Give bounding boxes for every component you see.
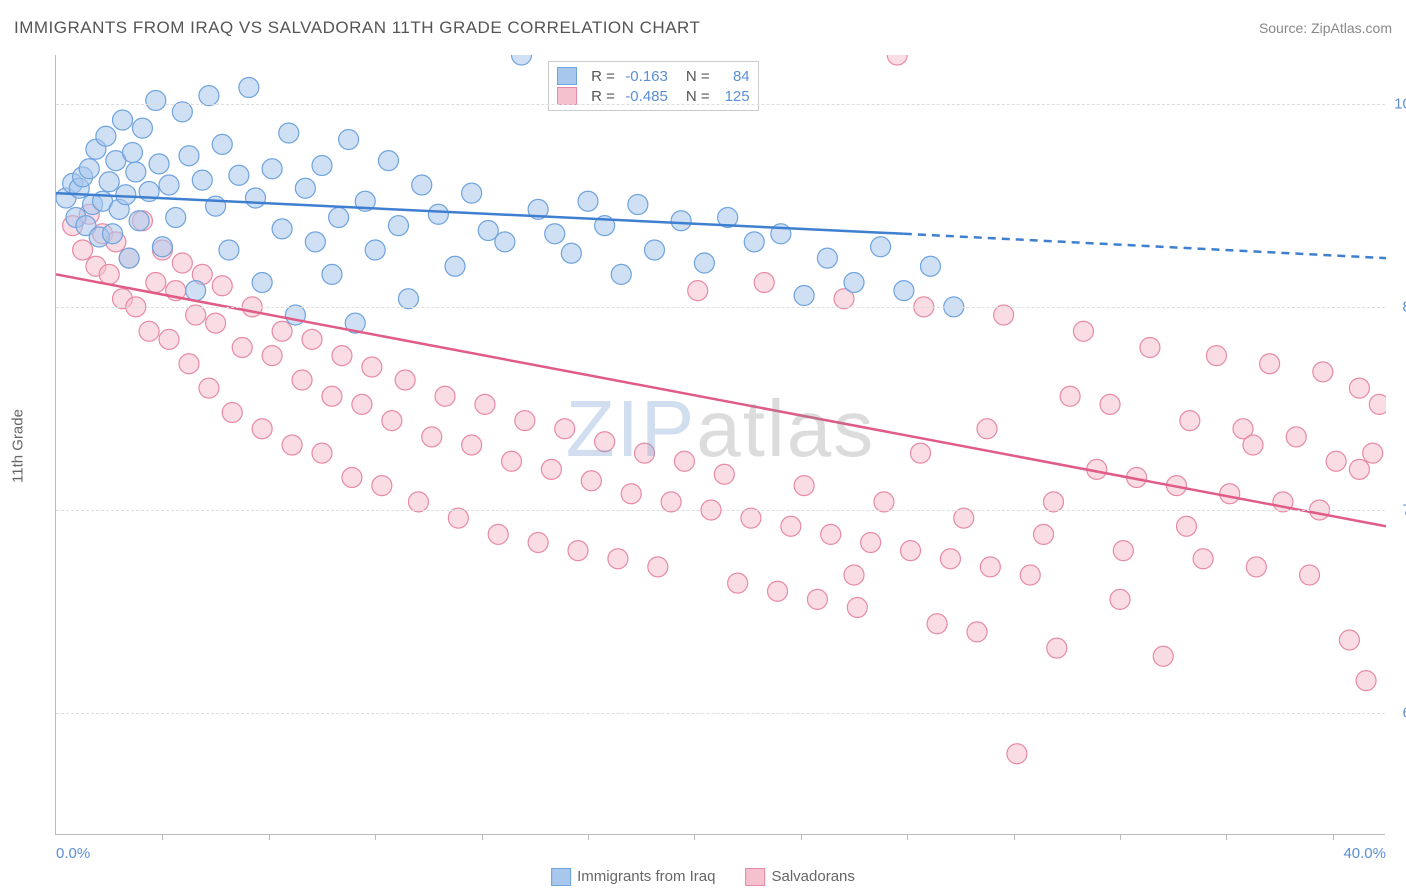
scatter-chart [56,55,1386,835]
y-tick-label: 87.5% [1390,298,1406,315]
chart-title: IMMIGRANTS FROM IRAQ VS SALVADORAN 11TH … [14,18,700,38]
stats-row: R =-0.163N =84 [557,66,750,86]
x-tick-label: 40.0% [1343,845,1386,862]
y-tick-label: 75.0% [1390,502,1406,519]
legend-item-salvadoran: Salvadorans [745,868,854,886]
legend-item-iraq: Immigrants from Iraq [551,868,715,886]
swatch-salvadoran [745,868,765,886]
legend-bottom: Immigrants from Iraq Salvadorans [551,868,855,886]
chart-header: IMMIGRANTS FROM IRAQ VS SALVADORAN 11TH … [14,18,1392,38]
plot-area: ZIPatlas R =-0.163N =84R =-0.485N =125 6… [55,55,1385,835]
x-tick-label: 0.0% [56,845,90,862]
y-axis-title: 11th Grade [10,409,27,483]
swatch-iraq [551,868,571,886]
y-tick-label: 100.0% [1390,95,1406,112]
swatch-icon [557,87,577,105]
chart-source: Source: ZipAtlas.com [1259,20,1392,36]
swatch-icon [557,67,577,85]
y-tick-label: 62.5% [1390,705,1406,722]
